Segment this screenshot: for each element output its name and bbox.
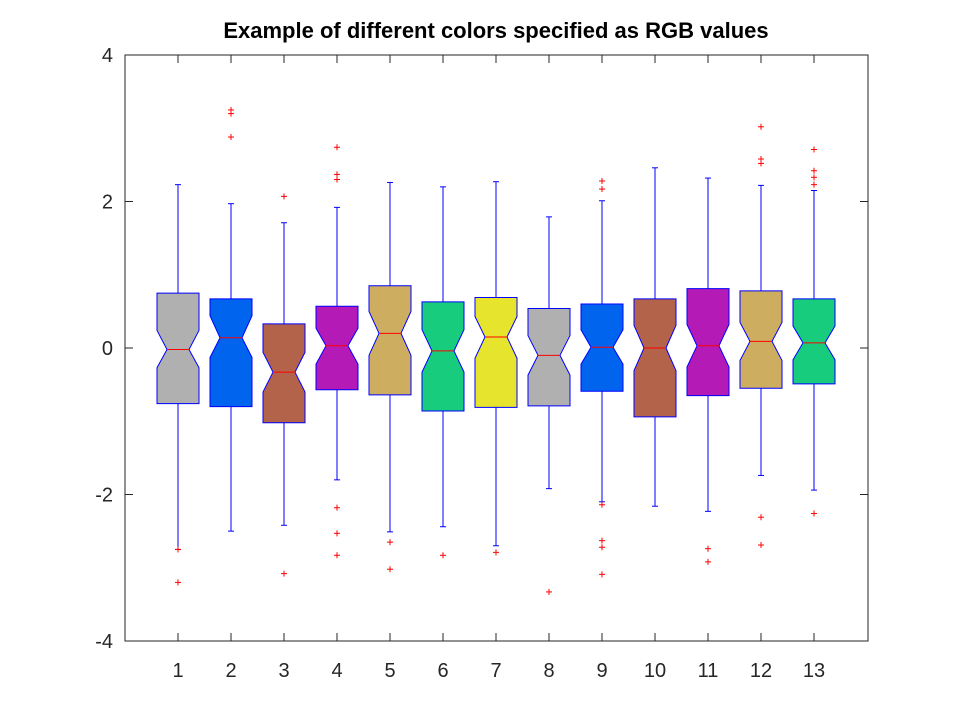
- x-tick-label: 3: [278, 660, 289, 682]
- outlier-marker: [334, 552, 340, 559]
- y-tick-label: 0: [102, 338, 113, 360]
- notched-box: [315, 305, 359, 391]
- x-tick-label: 12: [750, 660, 772, 682]
- boxes: [156, 106, 836, 595]
- box-9: [580, 177, 624, 578]
- outlier-marker: [334, 144, 340, 151]
- box-10: [633, 167, 677, 507]
- x-tick-label: 8: [543, 660, 554, 682]
- box-6: [421, 186, 465, 559]
- y-tick-label: 2: [102, 192, 113, 214]
- box-2: [209, 106, 253, 532]
- x-tick-label: 7: [490, 660, 501, 682]
- outlier-marker: [758, 542, 764, 549]
- outlier-marker: [811, 167, 817, 174]
- x-tick-label: 9: [596, 660, 607, 682]
- x-tick-label: 2: [225, 660, 236, 682]
- notched-box: [633, 298, 677, 418]
- outlier-marker: [811, 146, 817, 153]
- outlier-marker: [705, 558, 711, 565]
- box-13: [792, 146, 836, 517]
- notched-box: [686, 288, 730, 397]
- outlier-marker: [440, 552, 446, 559]
- outlier-marker: [811, 174, 817, 181]
- notched-box: [527, 307, 571, 407]
- outlier-marker: [228, 134, 234, 141]
- outlier-marker: [334, 504, 340, 511]
- outlier-marker: [334, 176, 340, 183]
- outlier-marker: [546, 588, 552, 595]
- y-tick-label: 4: [102, 45, 113, 67]
- x-tick-label: 13: [803, 660, 825, 682]
- outlier-marker: [493, 549, 499, 556]
- x-tick-label: 6: [437, 660, 448, 682]
- notched-box: [474, 296, 518, 408]
- box-12: [739, 123, 783, 549]
- notched-box: [368, 285, 412, 396]
- outlier-marker: [811, 181, 817, 188]
- notched-box: [421, 301, 465, 412]
- outlier-marker: [228, 106, 234, 113]
- y-tick-label: -4: [95, 631, 113, 653]
- outlier-marker: [758, 514, 764, 521]
- y-tick-label: -2: [95, 485, 113, 507]
- outlier-marker: [334, 530, 340, 537]
- outlier-marker: [705, 545, 711, 552]
- notched-box: [262, 323, 306, 424]
- outlier-marker: [758, 160, 764, 167]
- outlier-marker: [599, 571, 605, 578]
- x-tick-label: 10: [644, 660, 666, 682]
- chart-title: Example of different colors specified as…: [223, 18, 768, 43]
- outlier-marker: [387, 539, 393, 546]
- outlier-marker: [175, 579, 181, 586]
- outlier-marker: [281, 193, 287, 200]
- outlier-marker: [281, 570, 287, 577]
- box-11: [686, 177, 730, 565]
- notched-box: [739, 290, 783, 389]
- box-7: [474, 181, 518, 556]
- box-5: [368, 181, 412, 573]
- outlier-marker: [599, 186, 605, 193]
- outlier-marker: [599, 501, 605, 508]
- box-4: [315, 144, 359, 559]
- outlier-marker: [599, 177, 605, 184]
- x-tick-label: 4: [331, 660, 342, 682]
- notched-box: [792, 298, 836, 385]
- notched-box: [156, 292, 200, 405]
- x-tick-label: 1: [172, 660, 183, 682]
- box-3: [262, 193, 306, 577]
- outlier-marker: [758, 123, 764, 130]
- outlier-marker: [811, 510, 817, 517]
- outlier-marker: [175, 546, 181, 553]
- box-8: [527, 216, 571, 595]
- x-tick-label: 11: [698, 660, 719, 682]
- outlier-marker: [599, 537, 605, 544]
- outlier-marker: [334, 171, 340, 178]
- outlier-marker: [599, 544, 605, 551]
- notched-box: [209, 298, 253, 408]
- outlier-marker: [387, 566, 393, 573]
- box-1: [156, 184, 200, 586]
- x-tick-label: 5: [384, 660, 395, 682]
